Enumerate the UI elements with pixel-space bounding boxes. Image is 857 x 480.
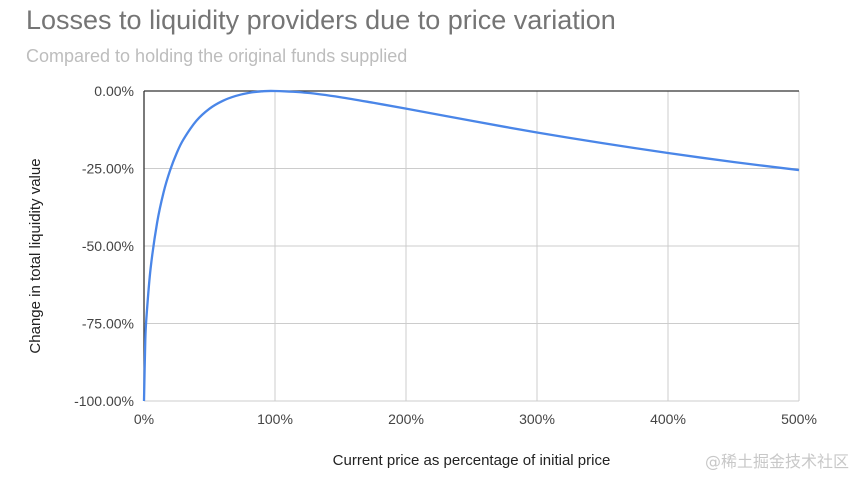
x-tick-label: 300% — [519, 411, 555, 427]
x-tick-label: 0% — [134, 411, 154, 427]
tick-labels: 0% 100% 200% 300% 400% 500% 0.00% -25.00% -50.00… — [74, 83, 817, 427]
x-tick-label: 200% — [388, 411, 424, 427]
y-tick-label: -75.00% — [82, 316, 134, 332]
x-tick-label: 400% — [650, 411, 686, 427]
chart-subtitle: Compared to holding the original funds s… — [26, 46, 408, 66]
watermark: @稀土掘金技术社区 — [704, 452, 849, 471]
y-tick-label: -100.00% — [74, 393, 134, 409]
chart-title: Losses to liquidity providers due to pri… — [26, 5, 616, 35]
x-tick-label: 500% — [781, 411, 817, 427]
y-axis-title: Change in total liquidity value — [27, 158, 44, 353]
x-axis-title: Current price as percentage of initial p… — [333, 452, 611, 469]
y-tick-label: -25.00% — [82, 161, 134, 177]
series-line — [142, 89, 800, 402]
series-layer — [142, 89, 800, 402]
x-tick-label: 100% — [257, 411, 293, 427]
y-tick-label: 0.00% — [94, 83, 134, 99]
grid — [144, 91, 800, 402]
y-tick-label: -50.00% — [82, 238, 134, 254]
